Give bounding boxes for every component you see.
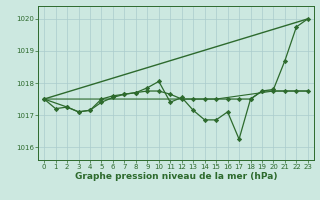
X-axis label: Graphe pression niveau de la mer (hPa): Graphe pression niveau de la mer (hPa) — [75, 172, 277, 181]
